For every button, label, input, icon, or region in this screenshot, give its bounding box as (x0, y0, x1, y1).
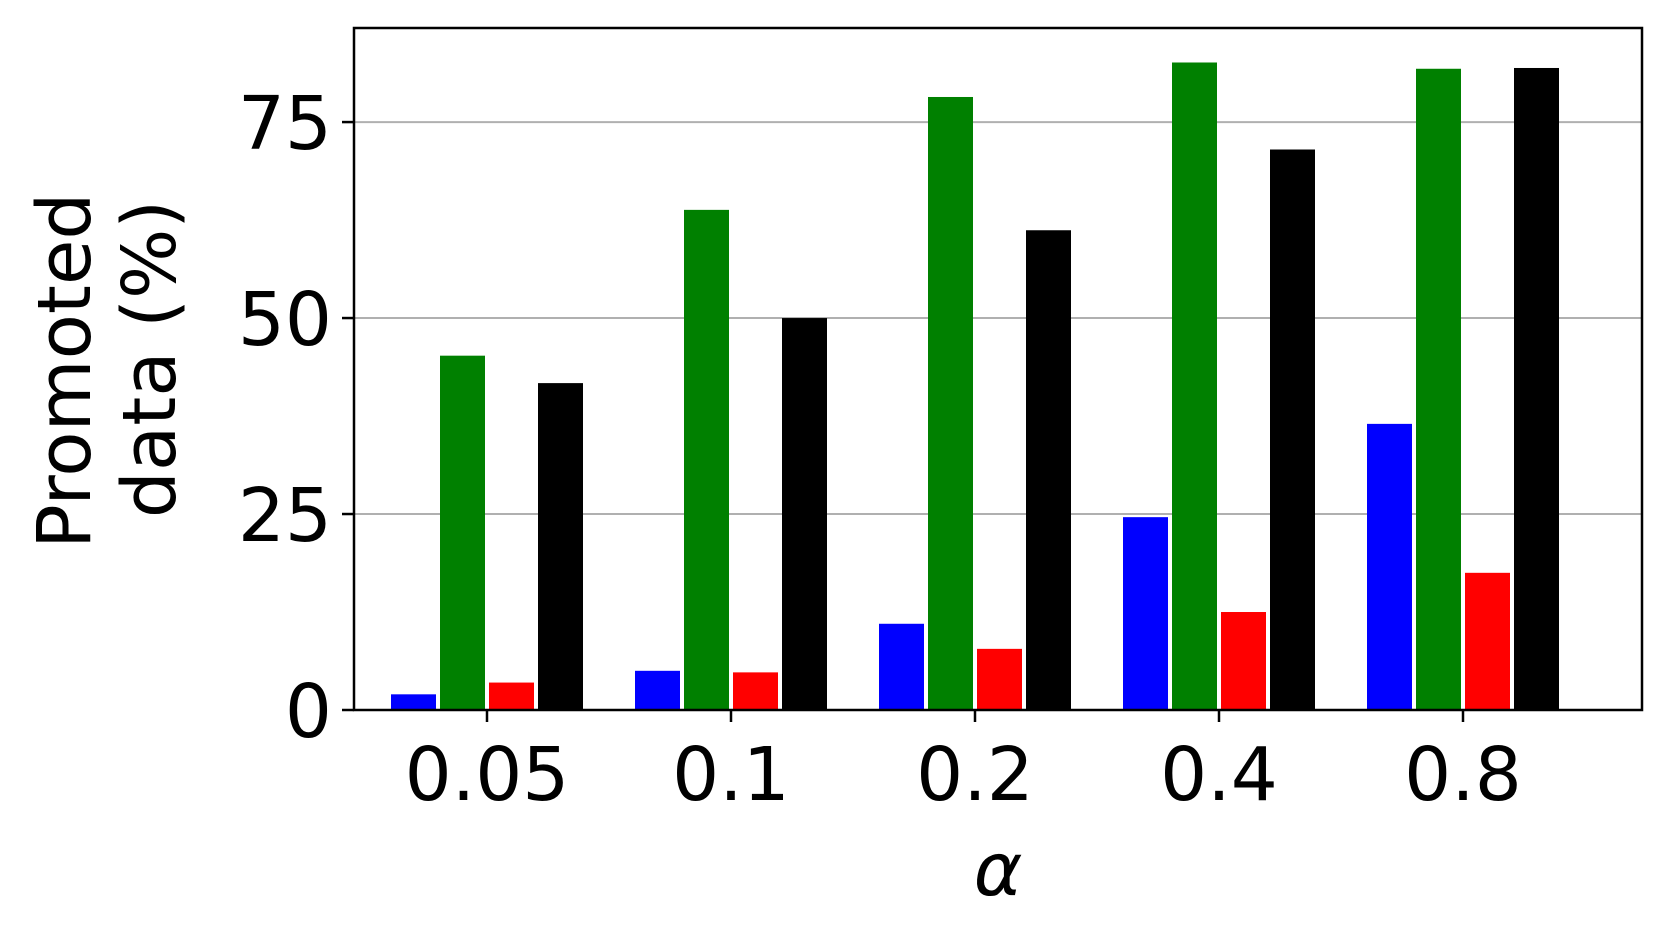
bar (1026, 230, 1071, 710)
bar (1123, 517, 1168, 710)
x-tick-label: 0.8 (1404, 732, 1522, 818)
bar (879, 623, 924, 710)
x-axis-ticks: 0.05 0.1 0.2 0.4 0.8 (405, 710, 1522, 818)
y-tick-label: 75 (238, 81, 332, 167)
y-tick-label: 50 (238, 277, 332, 363)
bar (1172, 62, 1217, 711)
x-tick-label: 0.2 (916, 732, 1034, 818)
x-tick-label: 0.05 (405, 732, 570, 818)
bar (635, 670, 680, 710)
y-axis-title: Promoted data (%) (22, 169, 193, 549)
bar (1416, 68, 1461, 710)
bar (684, 209, 729, 710)
x-tick-label: 0.1 (672, 732, 790, 818)
y-tick-label: 25 (238, 473, 332, 559)
plot-frame (352, 26, 1644, 712)
x-tick-label: 0.4 (1160, 732, 1278, 818)
bars (391, 62, 1559, 711)
y-axis-ticks: 0 25 50 75 (238, 81, 354, 755)
bar (538, 383, 583, 710)
bar (733, 672, 778, 710)
y-axis-title-line-1: Promoted (22, 193, 108, 549)
bar (1367, 423, 1412, 710)
bar (489, 682, 534, 710)
x-axis-title: α (974, 827, 1023, 913)
bar (1221, 612, 1266, 710)
bar (1514, 67, 1559, 710)
bar (977, 648, 1022, 710)
y-axis-title-line-2: data (%) (107, 200, 193, 518)
y-tick-label: 0 (285, 669, 332, 755)
bar (782, 318, 827, 710)
bar (1465, 572, 1510, 710)
bar (440, 355, 485, 710)
bar (391, 694, 436, 710)
bar (928, 96, 973, 711)
bar (1270, 149, 1315, 711)
